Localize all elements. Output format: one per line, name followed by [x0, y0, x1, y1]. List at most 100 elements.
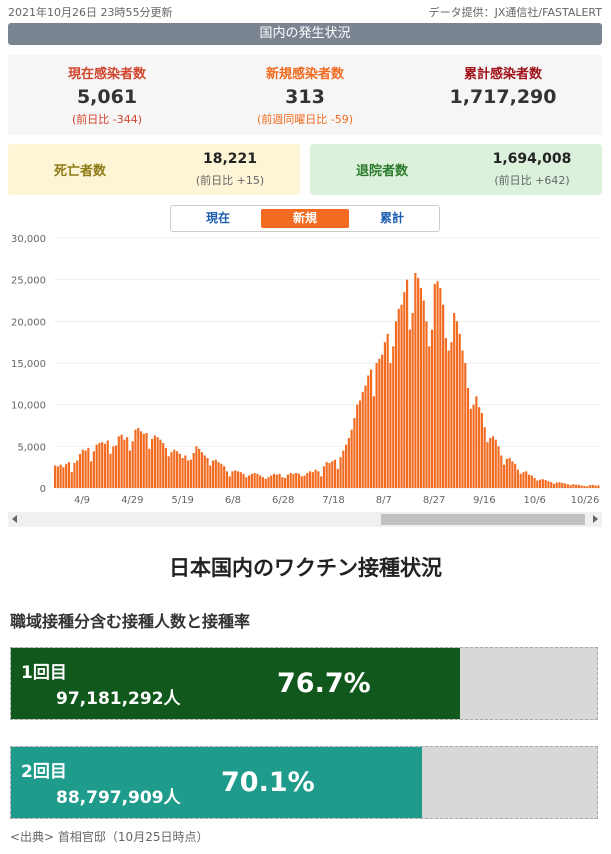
- bar: [311, 472, 314, 488]
- y-tick-label: 25,000: [11, 276, 46, 287]
- bar: [580, 485, 583, 488]
- bar: [325, 462, 328, 488]
- bar: [123, 439, 126, 488]
- bar: [328, 463, 331, 488]
- bar: [139, 431, 143, 488]
- scroll-left-icon[interactable]: [12, 515, 17, 523]
- tab-current[interactable]: 現在: [205, 211, 230, 225]
- bar: [361, 392, 364, 488]
- bar: [408, 329, 411, 488]
- bar: [333, 459, 337, 488]
- scroll-right-icon[interactable]: [593, 515, 598, 523]
- bar: [103, 443, 107, 488]
- vaccine-source: <出典> 首相官邸（10月25日時点）: [10, 830, 209, 844]
- bar: [87, 448, 90, 488]
- bar: [228, 476, 231, 488]
- stat-total: 累計感染者数 1,717,290: [404, 63, 602, 108]
- bar: [550, 482, 553, 488]
- stat-current-label: 現在感染者数: [67, 67, 146, 82]
- bar: [195, 446, 198, 488]
- bar: [444, 338, 447, 488]
- bar: [151, 438, 154, 488]
- bar: [322, 466, 326, 488]
- bar: [90, 461, 93, 488]
- bar: [292, 473, 295, 488]
- bar: [189, 459, 192, 488]
- bar: [181, 458, 184, 488]
- bar: [339, 457, 342, 488]
- bar: [84, 450, 87, 488]
- bar: [583, 485, 586, 488]
- x-tick-label: 9/16: [473, 495, 495, 506]
- bar: [577, 484, 580, 488]
- bar: [192, 453, 195, 488]
- bar: [220, 463, 223, 488]
- x-tick-label: 8/7: [376, 495, 392, 506]
- dose1-label: 1回目: [21, 663, 67, 683]
- y-tick-label: 10,000: [11, 401, 46, 412]
- bar: [70, 472, 73, 488]
- bar: [134, 429, 137, 488]
- bar: [54, 465, 57, 488]
- bar: [342, 450, 345, 488]
- bar: [250, 473, 253, 488]
- bar: [450, 342, 453, 488]
- bar: [394, 321, 398, 488]
- bar: [411, 313, 414, 488]
- bar: [497, 446, 500, 488]
- bar: [137, 428, 140, 488]
- bar: [375, 363, 378, 488]
- bar: [522, 472, 525, 488]
- bar: [425, 321, 428, 488]
- bar: [356, 404, 359, 488]
- bar: [153, 435, 156, 488]
- bar: [92, 451, 95, 488]
- dose1-count: 97,181,292人: [56, 689, 181, 709]
- bar: [558, 482, 561, 488]
- y-tick-label: 30,000: [11, 234, 46, 245]
- bar: [539, 479, 542, 488]
- deaths-value: 18,221: [202, 151, 258, 167]
- dose2-label: 2回目: [21, 762, 67, 782]
- bar: [73, 463, 76, 488]
- bar: [120, 434, 123, 488]
- bar: [175, 451, 179, 488]
- bar: [320, 476, 323, 488]
- bar: [586, 486, 589, 488]
- x-tick-label: 6/8: [225, 495, 241, 506]
- bar: [300, 476, 303, 488]
- bar: [417, 278, 420, 488]
- x-tick-label: 6/28: [272, 495, 294, 506]
- bar: [56, 466, 59, 488]
- bar: [128, 450, 132, 488]
- bar: [386, 333, 389, 488]
- bar: [106, 440, 109, 488]
- chart-scrollbar[interactable]: [8, 512, 602, 527]
- bar: [566, 484, 569, 488]
- vaccine-subtitle: 職域接種分含む接種人数と接種率: [10, 612, 251, 631]
- bar: [516, 469, 520, 488]
- bar: [331, 461, 334, 488]
- bar: [525, 471, 528, 488]
- bar: [214, 459, 217, 488]
- bar: [500, 455, 503, 488]
- stat-total-label: 累計感染者数: [463, 67, 542, 82]
- x-tick-label: 4/9: [74, 495, 90, 506]
- bar: [505, 458, 508, 488]
- bar: [480, 413, 483, 488]
- bar: [281, 477, 284, 488]
- scrollbar-thumb[interactable]: [381, 514, 585, 525]
- bar: [239, 472, 242, 488]
- bar: [78, 453, 82, 488]
- bar: [367, 375, 370, 488]
- bar: [95, 444, 98, 488]
- bar: [472, 404, 475, 488]
- bar: [270, 475, 273, 488]
- bar: [317, 471, 320, 488]
- bar: [259, 475, 262, 488]
- tab-total[interactable]: 累計: [379, 211, 404, 225]
- bar: [597, 485, 600, 488]
- dose1-percent: 76.7%: [277, 668, 371, 699]
- tab-new[interactable]: 新規: [261, 209, 349, 228]
- recovered-panel: 退院者数 1,694,008 (前日比 +642): [310, 144, 602, 195]
